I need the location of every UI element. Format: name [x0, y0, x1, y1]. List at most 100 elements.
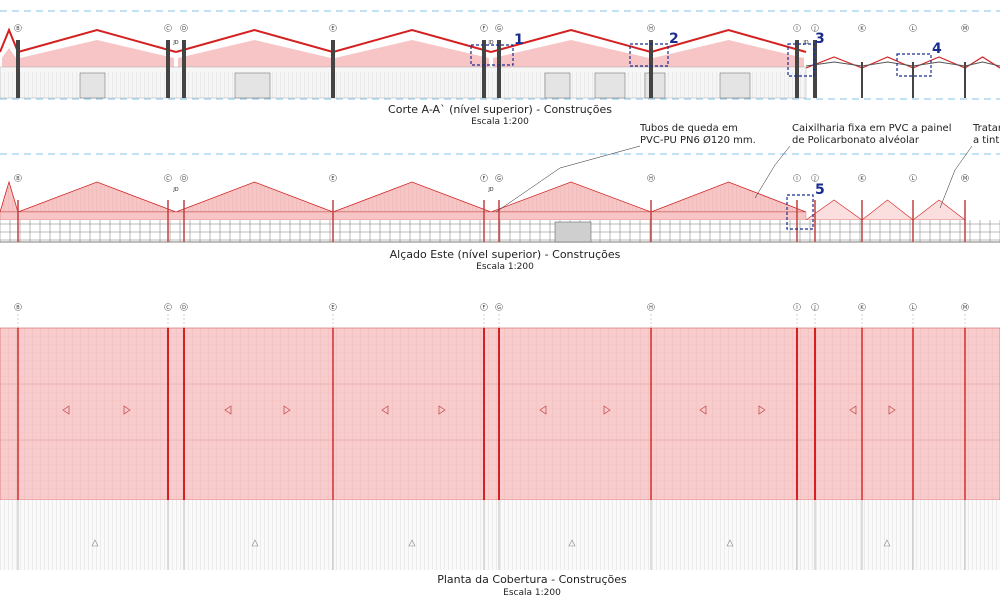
plan-slope-arrow-1	[123, 405, 131, 415]
leader-frame	[754, 145, 791, 199]
axis-label-G: G	[497, 305, 501, 311]
section-column-F	[482, 40, 486, 98]
section-roof-line-4	[490, 28, 652, 53]
section-door-1	[234, 72, 271, 99]
elevation-roof-hatch-4	[491, 182, 651, 212]
axis-bubble-B	[14, 303, 22, 311]
axis-label-M: M	[963, 26, 967, 32]
axis-label-E: E	[331, 305, 334, 311]
elevation-detail-callouts: 5	[786, 182, 825, 230]
axis-label-F: F	[483, 26, 486, 32]
detail-box-4	[896, 53, 932, 77]
axis-bubble-E	[329, 303, 337, 311]
axis-bubble-B	[14, 24, 22, 32]
plan-slope-arrow-10	[849, 405, 857, 415]
axis-bubble-C	[164, 303, 172, 311]
section-detail-callouts: 1 2 3 4	[470, 31, 942, 77]
detail-number-5: 5	[815, 182, 825, 198]
elevation-axis-markers: B C D E F G H I J K L M	[14, 174, 969, 182]
axis-bubble-G	[495, 174, 503, 182]
detail-box-1	[470, 44, 514, 66]
axis-bubble-D	[180, 174, 188, 182]
section-joint-label-0: JD	[172, 40, 178, 46]
axis-label-K: K	[860, 305, 864, 311]
axis-bubble-F	[480, 174, 488, 182]
plan-lower-hatch	[0, 500, 1000, 570]
axis-label-L: L	[912, 26, 915, 32]
elevation-roof-hatch-5	[651, 182, 806, 212]
plan-slope-arrow-6	[539, 405, 547, 415]
section-roof-band-4	[493, 58, 649, 67]
section-axis-markers: B C D E F G H I J K L M	[14, 24, 969, 32]
section-roof-band-1	[20, 58, 174, 67]
section-roof-fill-0	[2, 48, 16, 58]
plan-lower-marker-4	[726, 539, 734, 547]
elevation-joint-label-0: JD	[172, 187, 178, 193]
section-roof-band-3	[335, 58, 489, 67]
elevation-roof-hatch-1	[18, 182, 176, 212]
section-roof-line-0	[0, 27, 19, 53]
axis-bubble-I	[793, 174, 801, 182]
axis-label-E: E	[331, 26, 334, 32]
axis-label-K: K	[860, 26, 864, 32]
axis-bubble-M	[961, 24, 969, 32]
plan-lower-marker-3	[568, 539, 576, 547]
elevation-view: B C D E F G H I J K L M JD JD 5 Tubos de queda em PV…	[0, 123, 1000, 272]
axis-label-C: C	[166, 26, 170, 32]
axis-bubble-C	[164, 174, 172, 182]
axis-label-G: G	[497, 26, 501, 32]
axis-label-C: C	[166, 305, 170, 311]
axis-label-I: I	[796, 305, 797, 311]
axis-label-L: L	[912, 176, 915, 182]
section-roof-fill-1	[20, 40, 174, 58]
elevation-low-roof-2	[912, 199, 966, 221]
section-column-H	[649, 40, 653, 98]
section-column-D	[182, 40, 186, 98]
axis-bubble-D	[180, 303, 188, 311]
section-column-B	[16, 40, 20, 98]
axis-label-J: J	[813, 305, 815, 311]
axis-bubble-B	[14, 174, 22, 182]
axis-bubble-K	[858, 174, 866, 182]
axis-bubble-J	[811, 174, 819, 182]
section-column-C	[166, 40, 170, 98]
axis-label-H: H	[649, 305, 653, 311]
section-view: B C D E F G H I J K L M JD JD JD 1 2 3 4 Corte A-A` (nív…	[0, 10, 1000, 127]
axis-label-I: I	[796, 26, 797, 32]
section-roof-line-2	[175, 28, 334, 53]
axis-label-B: B	[16, 26, 20, 32]
plan-view: B C D E F G H I J K L M Planta da Cobertura - Const…	[0, 303, 1000, 598]
axis-bubble-M	[961, 174, 969, 182]
section-roof-line-1	[17, 28, 177, 53]
axis-bubble-E	[329, 174, 337, 182]
elevation-door	[554, 221, 592, 243]
axis-label-C: C	[166, 176, 170, 182]
section-roof-fill-3	[335, 40, 489, 58]
section-joint-label-1: JD	[487, 40, 493, 46]
leader-downpipe	[495, 145, 641, 213]
elevation-eave-band	[0, 211, 807, 221]
plan-slope-arrow-3	[283, 405, 291, 415]
section-column-I	[795, 40, 799, 98]
detail-box-5	[786, 194, 814, 230]
section-column-G	[497, 40, 501, 98]
detail-number-2: 2	[669, 31, 679, 47]
elevation-scale: Escala 1:200	[476, 262, 534, 272]
elevation-roof-hatch-3	[333, 182, 491, 212]
axis-bubble-H	[647, 174, 655, 182]
axis-bubble-I	[793, 24, 801, 32]
note-treat-line1: Tratar	[972, 123, 1000, 134]
section-door-3	[594, 72, 626, 99]
section-roof-band-5	[653, 58, 804, 67]
section-column-J	[813, 40, 817, 98]
section-roof-line-3	[332, 28, 492, 53]
axis-label-H: H	[649, 176, 653, 182]
plan-lower-marker-5	[883, 539, 891, 547]
axis-bubble-G	[495, 303, 503, 311]
axis-bubble-H	[647, 24, 655, 32]
note-downpipe-line1: Tubos de queda em	[639, 123, 738, 134]
elevation-roof-hatch-0	[0, 182, 18, 212]
plan-axis-markers: B C D E F G H I J K L M	[14, 303, 969, 311]
axis-bubble-L	[909, 174, 917, 182]
